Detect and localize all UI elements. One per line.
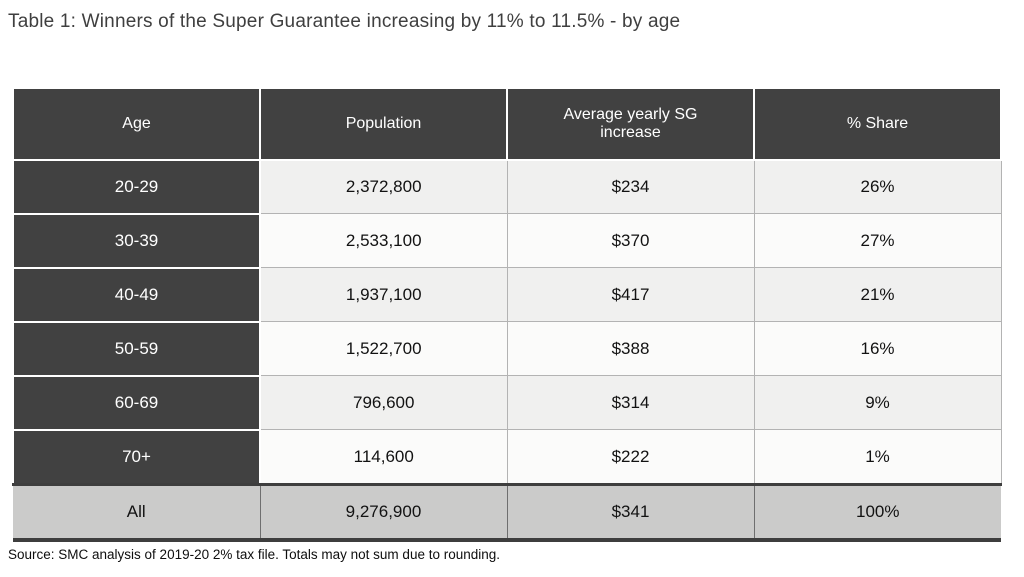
table-row: 70+ 114,600 $222 1%	[12, 428, 1002, 486]
header-row: Age Population Average yearly SG increas…	[12, 86, 1002, 161]
sg-increase-cell: $234	[506, 159, 755, 215]
table-title: Table 1: Winners of the Super Guarantee …	[8, 11, 681, 32]
age-cell: All	[13, 482, 261, 542]
table-row: 40-49 1,937,100 $417 21%	[12, 266, 1002, 323]
column-header-age: Age	[12, 86, 261, 161]
share-cell: 1%	[753, 429, 1002, 485]
population-cell: 2,372,800	[259, 159, 508, 215]
source-note: Source: SMC analysis of 2019-20 2% tax f…	[8, 546, 501, 562]
sg-increase-cell: $314	[506, 375, 755, 431]
sg-increase-cell: $341	[506, 482, 755, 542]
sg-increase-cell: $222	[506, 429, 755, 485]
sg-increase-cell: $388	[506, 321, 755, 377]
table-row: 60-69 796,600 $314 9%	[12, 374, 1002, 431]
sg-increase-cell: $417	[506, 267, 755, 323]
total-row: All 9,276,900 $341 100%	[13, 482, 1001, 542]
table-row: 30-39 2,533,100 $370 27%	[12, 212, 1002, 269]
share-cell: 26%	[753, 159, 1002, 215]
share-cell: 100%	[753, 482, 1001, 542]
share-cell: 16%	[753, 321, 1002, 377]
share-cell: 27%	[753, 213, 1002, 269]
population-cell: 114,600	[259, 429, 508, 485]
sg-increase-cell: $370	[506, 213, 755, 269]
column-header-share: % Share	[753, 86, 1002, 161]
share-cell: 21%	[753, 267, 1002, 323]
column-header-population: Population	[259, 86, 508, 161]
age-cell: 20-29	[12, 158, 261, 215]
age-cell: 30-39	[12, 212, 261, 269]
table-row: 50-59 1,522,700 $388 16%	[12, 320, 1002, 377]
age-cell: 70+	[12, 428, 261, 486]
super-guarantee-table: Age Population Average yearly SG increas…	[12, 86, 1002, 542]
age-cell: 60-69	[12, 374, 261, 431]
population-cell: 1,937,100	[259, 267, 508, 323]
age-cell: 40-49	[12, 266, 261, 323]
share-cell: 9%	[753, 375, 1002, 431]
table-row: 20-29 2,372,800 $234 26%	[12, 158, 1002, 215]
population-cell: 2,533,100	[259, 213, 508, 269]
population-cell: 9,276,900	[259, 482, 508, 542]
age-cell: 50-59	[12, 320, 261, 377]
population-cell: 1,522,700	[259, 321, 508, 377]
population-cell: 796,600	[259, 375, 508, 431]
column-header-sg-increase: Average yearly SG increase	[506, 86, 755, 161]
